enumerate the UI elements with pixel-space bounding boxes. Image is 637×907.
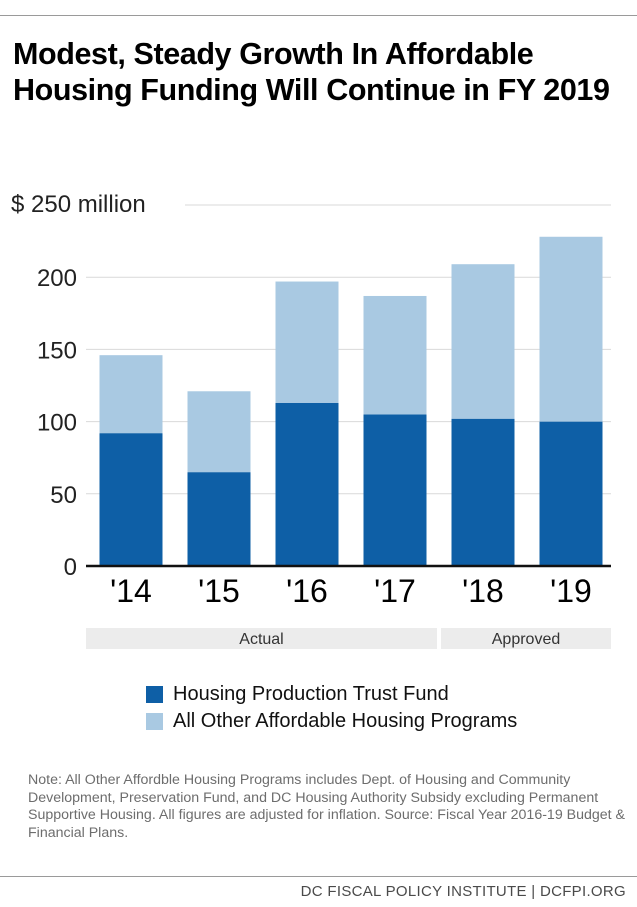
group-label: Approved: [492, 631, 561, 648]
source-note: Note: All Other Affordble Housing Progra…: [28, 772, 626, 841]
y-tick-label: 50: [50, 482, 77, 509]
y-tick-label: 100: [37, 410, 77, 437]
bar-segment-other-programs: [451, 264, 515, 419]
x-tick-label: '19: [550, 573, 592, 609]
y-tick-label: 0: [64, 554, 77, 581]
legend-label: All Other Affordable Housing Programs: [173, 710, 518, 732]
stacked-bar-chart: 0 50 100 150 200 $ 250 million '14 '15 '16 '17 '18…: [11, 191, 611, 649]
bar-segment-housing-production-trust-fund: [275, 402, 339, 566]
bar-segment-other-programs: [187, 391, 251, 473]
x-tick-label: '16: [286, 573, 328, 609]
bar-segment-housing-production-trust-fund: [187, 472, 251, 566]
x-tick-label: '18: [462, 573, 504, 609]
chart-title: Modest, Steady Growth In Affordable Hous…: [13, 37, 610, 107]
y-tick-label: 150: [37, 337, 77, 364]
footer-credit: DC FISCAL POLICY INSTITUTE | DCFPI.ORG: [300, 883, 626, 900]
y-tick-label: 200: [37, 265, 77, 292]
group-label: Actual: [239, 631, 283, 648]
legend-swatch-primary: [146, 686, 163, 703]
group-band: [441, 628, 611, 649]
x-tick-label: '15: [198, 573, 240, 609]
legend-item-housing-production-trust-fund: Housing Production Trust Fund: [146, 681, 517, 708]
bar-segment-other-programs: [275, 281, 339, 403]
bar-segment-housing-production-trust-fund: [99, 433, 163, 566]
bar-segment-housing-production-trust-fund: [539, 421, 603, 566]
x-tick-label: '17: [374, 573, 416, 609]
bar-segment-housing-production-trust-fund: [363, 414, 427, 566]
bar-segment-housing-production-trust-fund: [451, 418, 515, 566]
x-tick-label: '14: [110, 573, 152, 609]
group-band: [86, 628, 437, 649]
bar-segment-other-programs: [99, 355, 163, 434]
y-tick-label: $ 250 million: [11, 191, 146, 218]
legend-item-other-programs: All Other Affordable Housing Programs: [146, 708, 517, 735]
legend: Housing Production Trust Fund All Other …: [146, 681, 517, 735]
bar-segment-other-programs: [363, 295, 427, 415]
top-rule: [0, 15, 637, 16]
legend-label: Housing Production Trust Fund: [173, 683, 449, 705]
footer-rule: [0, 876, 637, 877]
bar-segment-other-programs: [539, 236, 603, 422]
legend-swatch-secondary: [146, 713, 163, 730]
